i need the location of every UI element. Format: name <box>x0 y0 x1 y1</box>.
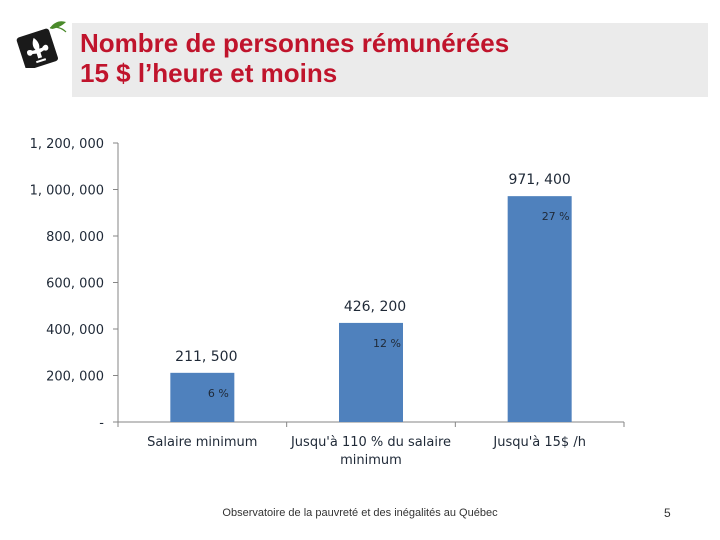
percent-label: 6 % <box>208 387 229 400</box>
category-label: minimum <box>340 453 402 468</box>
fleur-de-lis-logo-icon <box>16 21 67 68</box>
bar <box>339 322 403 422</box>
category-label: Jusqu'à 110 % du salaire <box>290 435 451 450</box>
y-tick-label: - <box>99 416 104 431</box>
category-label: Jusqu'à 15$ /h <box>492 435 586 450</box>
category-label: Salaire minimum <box>147 435 257 450</box>
page-number: 5 <box>664 506 671 520</box>
percent-label: 27 % <box>542 210 570 223</box>
value-label: 211, 500 <box>175 349 237 365</box>
y-tick-label: 400, 000 <box>46 323 104 338</box>
footer-source: Observatoire de la pauvreté et des inéga… <box>222 507 498 519</box>
percent-label: 12 % <box>373 337 401 350</box>
value-label: 971, 400 <box>508 172 570 188</box>
value-label: 426, 200 <box>344 299 406 315</box>
y-tick-label: 800, 000 <box>46 230 104 245</box>
slide-title-line-2: 15 $ l’heure et moins <box>80 58 338 88</box>
y-tick-label: 1, 000, 000 <box>30 184 104 199</box>
bar <box>170 372 235 422</box>
title-banner <box>72 23 708 97</box>
bar <box>507 196 572 422</box>
y-tick-label: 600, 000 <box>46 277 104 292</box>
slide-title-line-1: Nombre de personnes rémunérées <box>80 28 510 58</box>
y-tick-label: 200, 000 <box>46 370 104 385</box>
y-tick-label: 1, 200, 000 <box>30 137 104 152</box>
